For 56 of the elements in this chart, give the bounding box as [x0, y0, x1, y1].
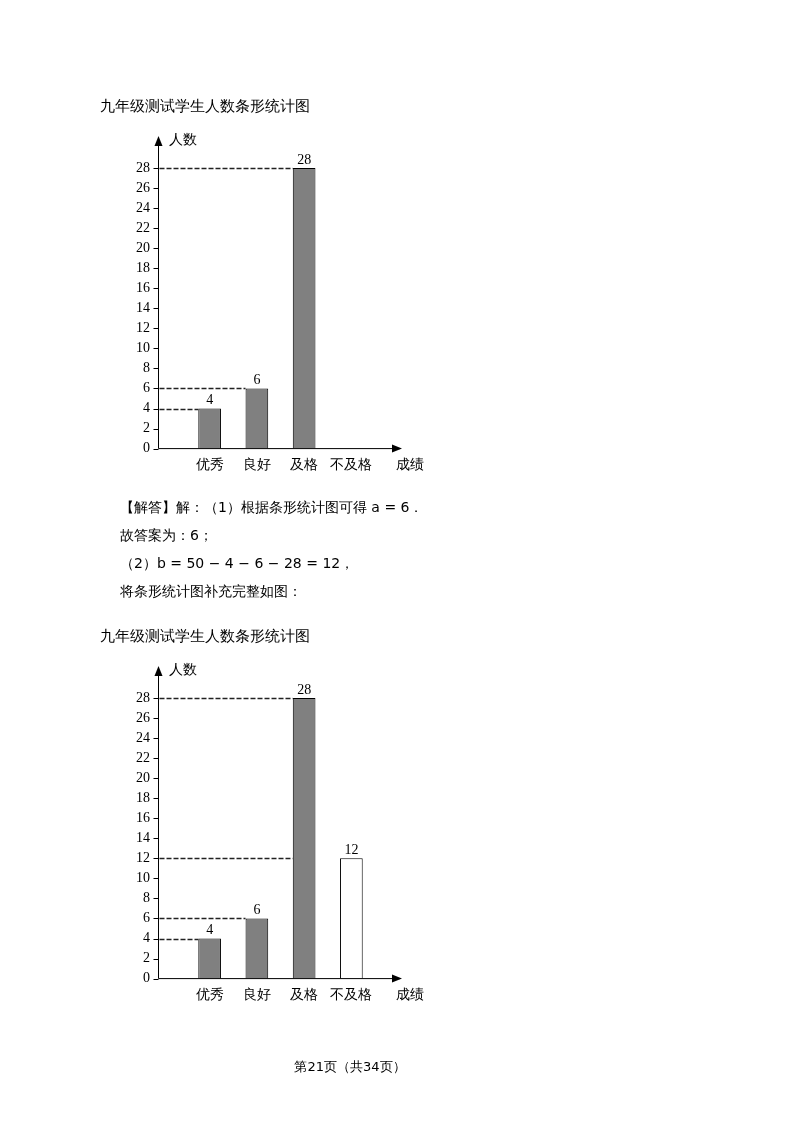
chart-title: 九年级测试学生人数条形统计图: [100, 626, 310, 645]
x-tick-label: 不及格: [330, 985, 373, 1002]
y-tick-label: 12: [136, 320, 150, 336]
y-tick-label: 20: [136, 239, 150, 255]
y-tick-label: 8: [143, 360, 150, 376]
y-tick-label: 18: [136, 259, 150, 275]
y-tick-label: 16: [136, 279, 150, 295]
y-tick-label: 2: [143, 950, 150, 966]
y-tick-label: 8: [143, 890, 150, 906]
chart-title: 九年级测试学生人数条形统计图: [100, 96, 310, 115]
y-tick-label: 14: [136, 830, 150, 845]
y-tick-label: 20: [136, 769, 150, 785]
text: 【解答】解：（1）根据条形统计图可得 a = 6．: [120, 498, 425, 517]
y-tick-label: 0: [143, 440, 150, 456]
text: （2）b = 50 − 4 − 6 − 28 = 12，: [120, 554, 356, 573]
x-tick-label: 及格: [290, 985, 319, 1002]
y-tick-label: 4: [143, 930, 150, 946]
y-tick-label: 4: [143, 400, 150, 416]
y-tick-label: 12: [136, 850, 150, 866]
text: 第21页（共34页）: [293, 1058, 407, 1076]
x-tick-label: 及格: [290, 455, 319, 472]
text: 故答案为：6；: [120, 526, 214, 545]
y-tick-label: 28: [136, 689, 150, 705]
x-axis-title: 成绩: [396, 456, 424, 473]
y-tick-label: 22: [136, 749, 150, 765]
y-tick-label: 18: [136, 789, 150, 805]
y-tick-label: 26: [136, 179, 150, 195]
data-label: 6: [253, 372, 261, 388]
data-label: 28: [297, 151, 312, 167]
text: 将条形统计图补充完整如图：: [120, 582, 303, 601]
y-tick-label: 26: [136, 709, 150, 725]
y-tick-label: 6: [143, 910, 150, 926]
y-tick-label: 14: [136, 300, 150, 315]
x-tick-label: 优秀: [195, 455, 224, 472]
y-tick-label: 16: [136, 809, 150, 825]
y-tick-label: 22: [136, 219, 150, 235]
x-tick-label: 良好: [242, 455, 271, 472]
data-label: 4: [206, 392, 214, 408]
data-label: 4: [206, 922, 214, 938]
data-label: 6: [253, 902, 261, 918]
x-axis-title: 成绩: [396, 986, 424, 1003]
data-label: 28: [297, 681, 312, 697]
y-axis-title: 人数: [168, 660, 197, 677]
y-tick-label: 10: [136, 870, 150, 886]
y-tick-label: 6: [143, 380, 150, 396]
x-tick-label: 优秀: [195, 985, 224, 1002]
x-tick-label: 不及格: [330, 455, 373, 472]
data-label: 12: [344, 842, 359, 858]
y-tick-label: 0: [143, 970, 150, 986]
x-tick-label: 良好: [242, 985, 271, 1002]
y-tick-label: 24: [136, 729, 150, 745]
y-tick-label: 24: [136, 199, 150, 215]
y-axis-title: 人数: [168, 130, 197, 147]
y-tick-label: 28: [136, 159, 150, 175]
y-tick-label: 2: [143, 420, 150, 436]
y-tick-label: 10: [136, 340, 150, 356]
